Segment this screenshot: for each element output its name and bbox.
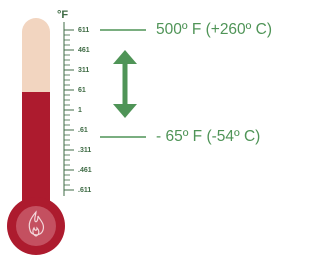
tick-label: .611 bbox=[78, 187, 91, 194]
tube-lower bbox=[22, 92, 50, 212]
tick-label: .461 bbox=[78, 167, 92, 174]
unit-label: °F bbox=[57, 9, 68, 21]
high-annotation: 500º F (+260º C) bbox=[156, 21, 272, 38]
range-arrow bbox=[113, 50, 137, 118]
tick-label: 461 bbox=[78, 47, 90, 54]
low-annotation: - 65º F (-54º C) bbox=[156, 128, 260, 145]
tick-label: 611 bbox=[78, 27, 89, 34]
tick-label: 1 bbox=[78, 107, 82, 114]
tick-label: 311 bbox=[78, 67, 89, 74]
tube-upper bbox=[22, 18, 50, 92]
tick-label: .61 bbox=[78, 127, 88, 134]
tick-label: 61 bbox=[78, 87, 86, 94]
tick-label: .311 bbox=[78, 147, 91, 154]
